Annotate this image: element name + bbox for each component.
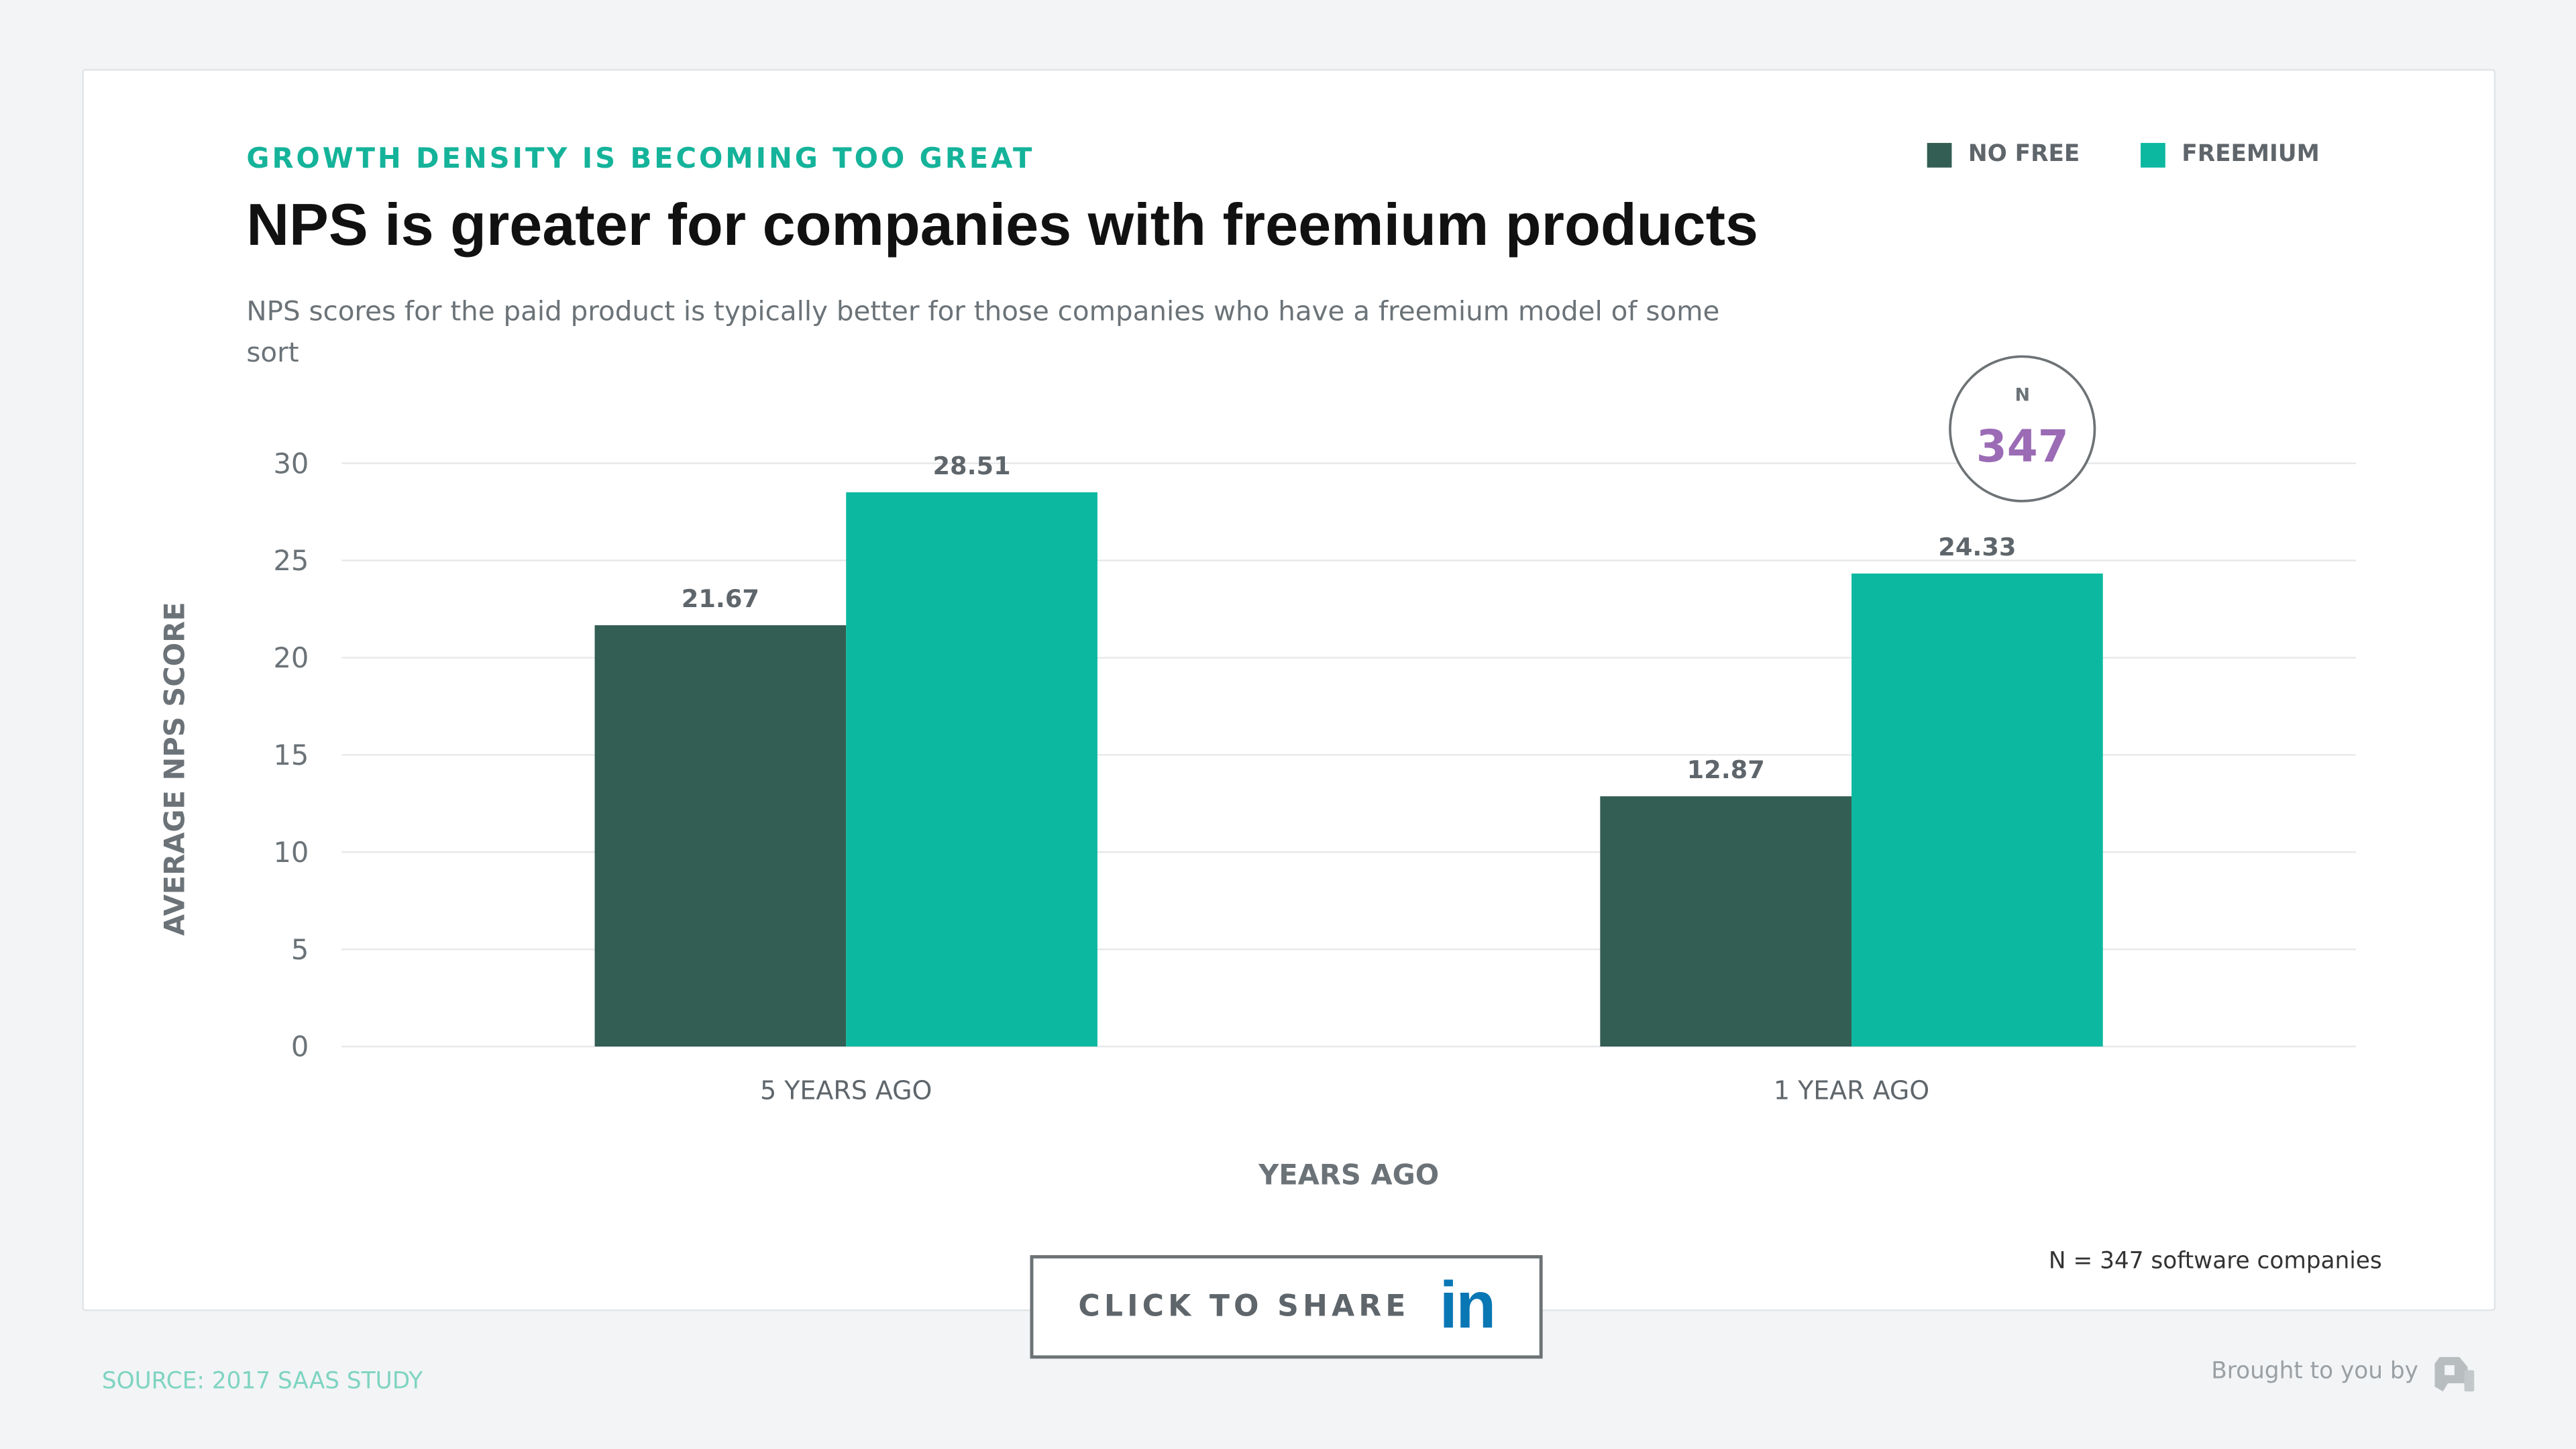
y-tick-label: 25 [273,544,309,577]
badge-value: 347 [1976,421,2069,472]
brand-logo-icon [2434,1356,2475,1392]
legend-item-no-free: NO FREE [1927,142,2080,168]
bar-freemium [846,492,1097,1047]
y-tick-label: 5 [291,933,309,966]
data-label: 24.33 [1938,533,2016,561]
x-axis-title: YEARS AGO [1258,1159,1439,1191]
legend-swatch [1927,142,1952,167]
description: NPS scores for the paid product is typic… [246,295,1720,368]
bar-no-free [594,625,847,1047]
legend-label: NO FREE [1968,141,2080,168]
y-tick-label: 30 [273,447,309,480]
footnote: N = 347 software companies [2048,1248,2382,1275]
bar-no-free [1600,796,1852,1047]
x-tick-label: 5 YEARS AGO [760,1075,932,1105]
bar-freemium [1851,573,2103,1047]
y-tick-label: 20 [273,641,309,674]
data-label: 21.67 [682,584,759,613]
legend-swatch [2141,142,2165,167]
share-label: CLICK TO SHARE [1078,1289,1410,1324]
linkedin-icon: in [1439,1270,1497,1342]
sample-size-badge [1949,355,2096,502]
share-linkedin-button[interactable]: CLICK TO SHARE in [1030,1255,1543,1359]
legend-item-freemium: FREEMIUM [2141,142,2320,168]
page-title: NPS is greater for companies with freemi… [246,191,1758,258]
source-note: SOURCE: 2017 SAAS STUDY [101,1368,423,1395]
data-label: 28.51 [933,451,1011,480]
x-tick-label: 1 YEAR AGO [1774,1075,1929,1105]
brought-by-text: Brought to you by [2211,1358,2418,1385]
y-axis-title: AVERAGE NPS SCORE [158,602,191,936]
badge-label: N [2015,385,2030,406]
legend-label: FREEMIUM [2182,141,2320,168]
y-tick-label: 0 [291,1030,309,1063]
kicker: GROWTH DENSITY IS BECOMING TOO GREAT [246,143,1035,176]
y-tick-label: 15 [273,739,309,771]
data-label: 12.87 [1687,755,1765,784]
y-tick-label: 10 [273,836,309,869]
